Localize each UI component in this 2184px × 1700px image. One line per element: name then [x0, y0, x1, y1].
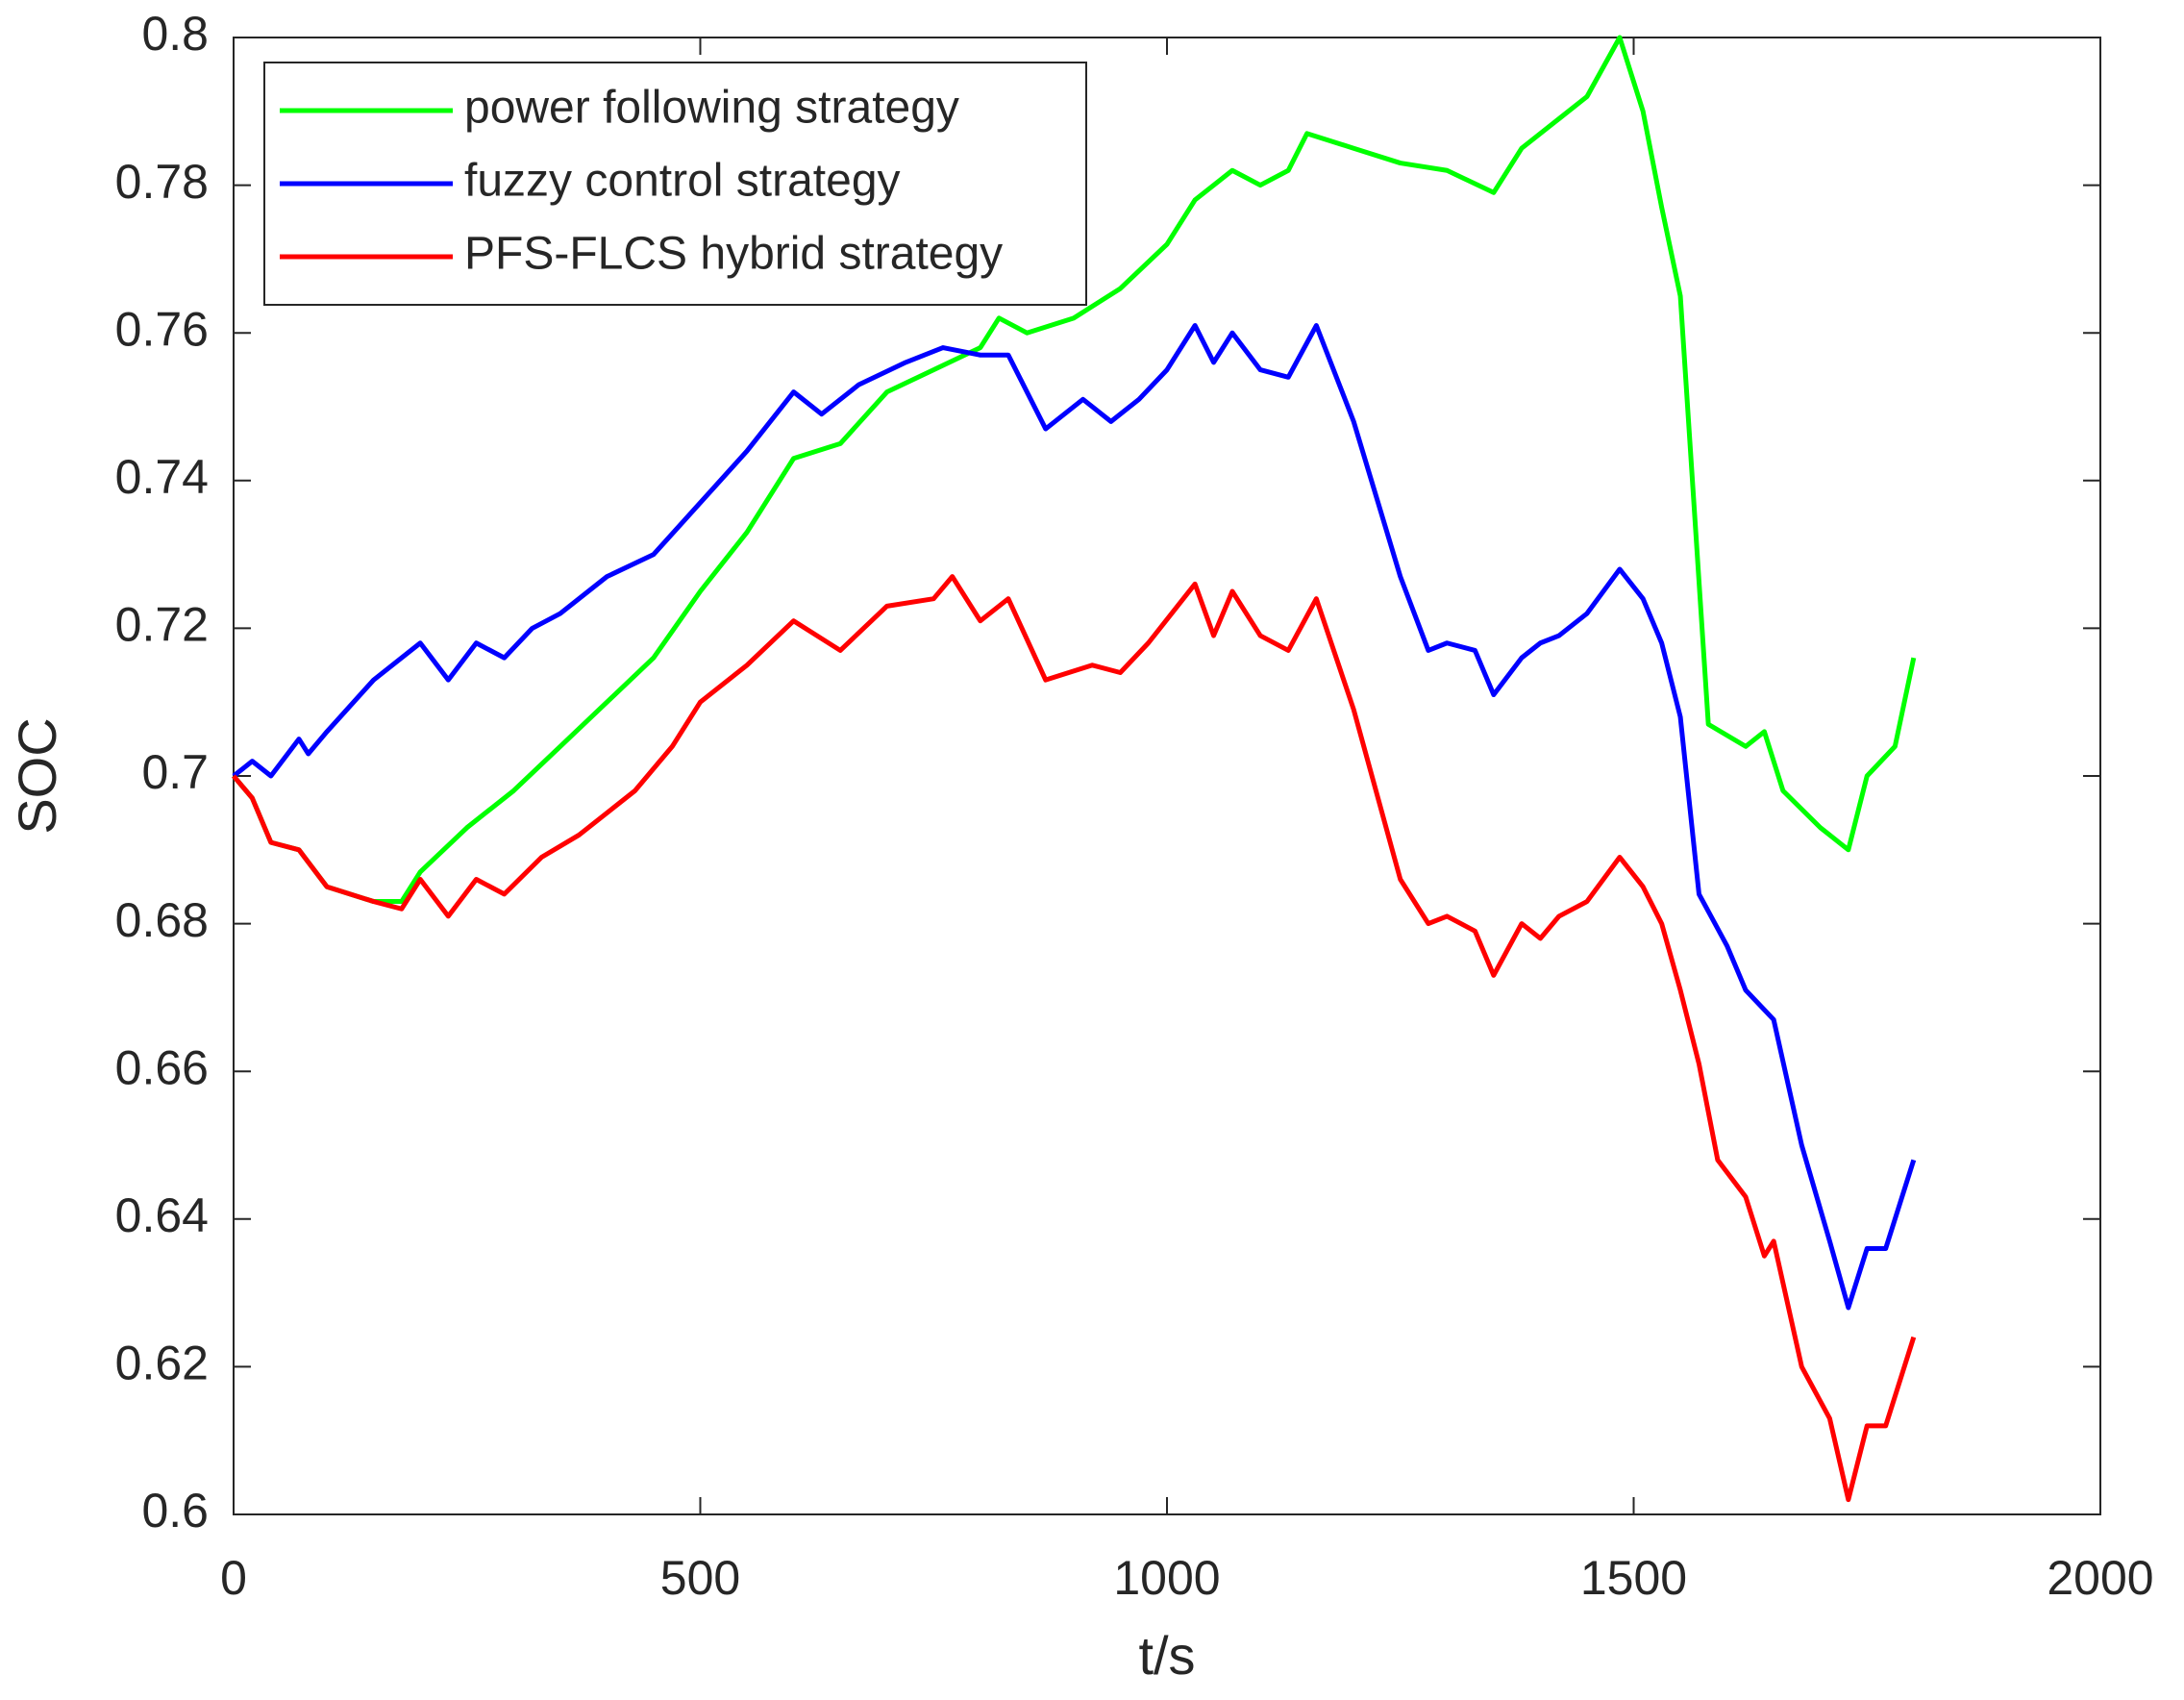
series-line: [232, 35, 1917, 905]
y-tick-label: 0.62: [115, 1337, 209, 1390]
x-tick-label: 2000: [2047, 1551, 2153, 1605]
y-tick-label: 0.74: [115, 450, 209, 504]
legend-label: PFS-FLCS hybrid strategy: [464, 229, 1003, 280]
legend-label: fuzzy control strategy: [464, 156, 901, 207]
y-tick-label: 0.78: [115, 155, 209, 209]
y-tick-label: 0.72: [115, 598, 209, 652]
y-tick-label: 0.68: [115, 893, 209, 947]
x-tick-label: 0: [220, 1551, 247, 1605]
y-tick-label: 0.6: [141, 1484, 209, 1538]
y-tick-label: 0.7: [141, 745, 209, 799]
y-tick-label: 0.76: [115, 302, 209, 356]
x-tick-label: 1500: [1580, 1551, 1687, 1605]
y-tick-label: 0.64: [115, 1188, 209, 1242]
x-tick-label: 1000: [1113, 1551, 1220, 1605]
x-axis-label: t/s: [1138, 1625, 1195, 1686]
x-tick-label: 500: [660, 1551, 740, 1605]
y-axis-label: SOC: [7, 717, 67, 834]
series-line: [232, 574, 1917, 1503]
y-tick-label: 0.8: [141, 7, 209, 61]
series-line: [232, 323, 1917, 1311]
y-tick-label: 0.66: [115, 1040, 209, 1094]
legend-label: power following strategy: [464, 83, 959, 134]
